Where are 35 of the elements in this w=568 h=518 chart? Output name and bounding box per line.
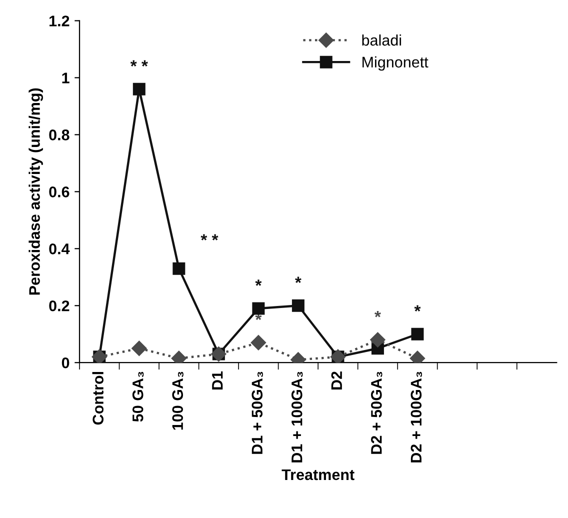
x-tick-label: D2: [331, 372, 342, 390]
x-tick-label: D1: [212, 371, 223, 390]
y-axis-title: Peroxidase activity (unit/mg): [28, 88, 44, 295]
data-label: *: [255, 280, 262, 286]
y-tick-label: 0.4: [49, 244, 70, 254]
x-tick-label: D2 + 100GA₃: [410, 372, 422, 462]
data-label: *: [374, 310, 381, 318]
x-tick-label: D1 + 50GA₃: [252, 372, 263, 454]
point: [370, 332, 386, 348]
data-label: *: [255, 314, 262, 320]
x-tick-label: Control: [92, 372, 104, 425]
y-tick-label: 0.8: [49, 130, 70, 140]
point: [252, 302, 265, 315]
data-label: *: [414, 305, 421, 312]
data-label: *: [295, 276, 302, 284]
legend-label: Mignonett: [362, 56, 428, 71]
point: [132, 340, 147, 356]
x-axis-title: Treatment: [282, 469, 354, 480]
y-tick-label: 0.2: [49, 300, 70, 312]
point: [132, 82, 146, 96]
x-tick-label: D2 + 50GA₃: [371, 372, 382, 454]
data-label: * *: [200, 234, 218, 240]
x-tick-label: 100 GA₃: [172, 372, 184, 430]
y-tick-label: 1: [62, 72, 70, 84]
point: [292, 299, 304, 312]
point: [250, 335, 266, 350]
x-tick-label: 50 GA₃: [132, 372, 144, 422]
point: [172, 262, 186, 275]
y-tick-label: 1.2: [50, 16, 70, 26]
y-tick-label: 0.6: [49, 186, 70, 198]
x-tick-label: D1 + 100GA₃: [291, 372, 303, 462]
point: [411, 328, 424, 340]
legend-label: baladi: [362, 34, 402, 46]
data-label: * *: [130, 60, 148, 66]
y-tick-label: 0: [62, 357, 70, 368]
